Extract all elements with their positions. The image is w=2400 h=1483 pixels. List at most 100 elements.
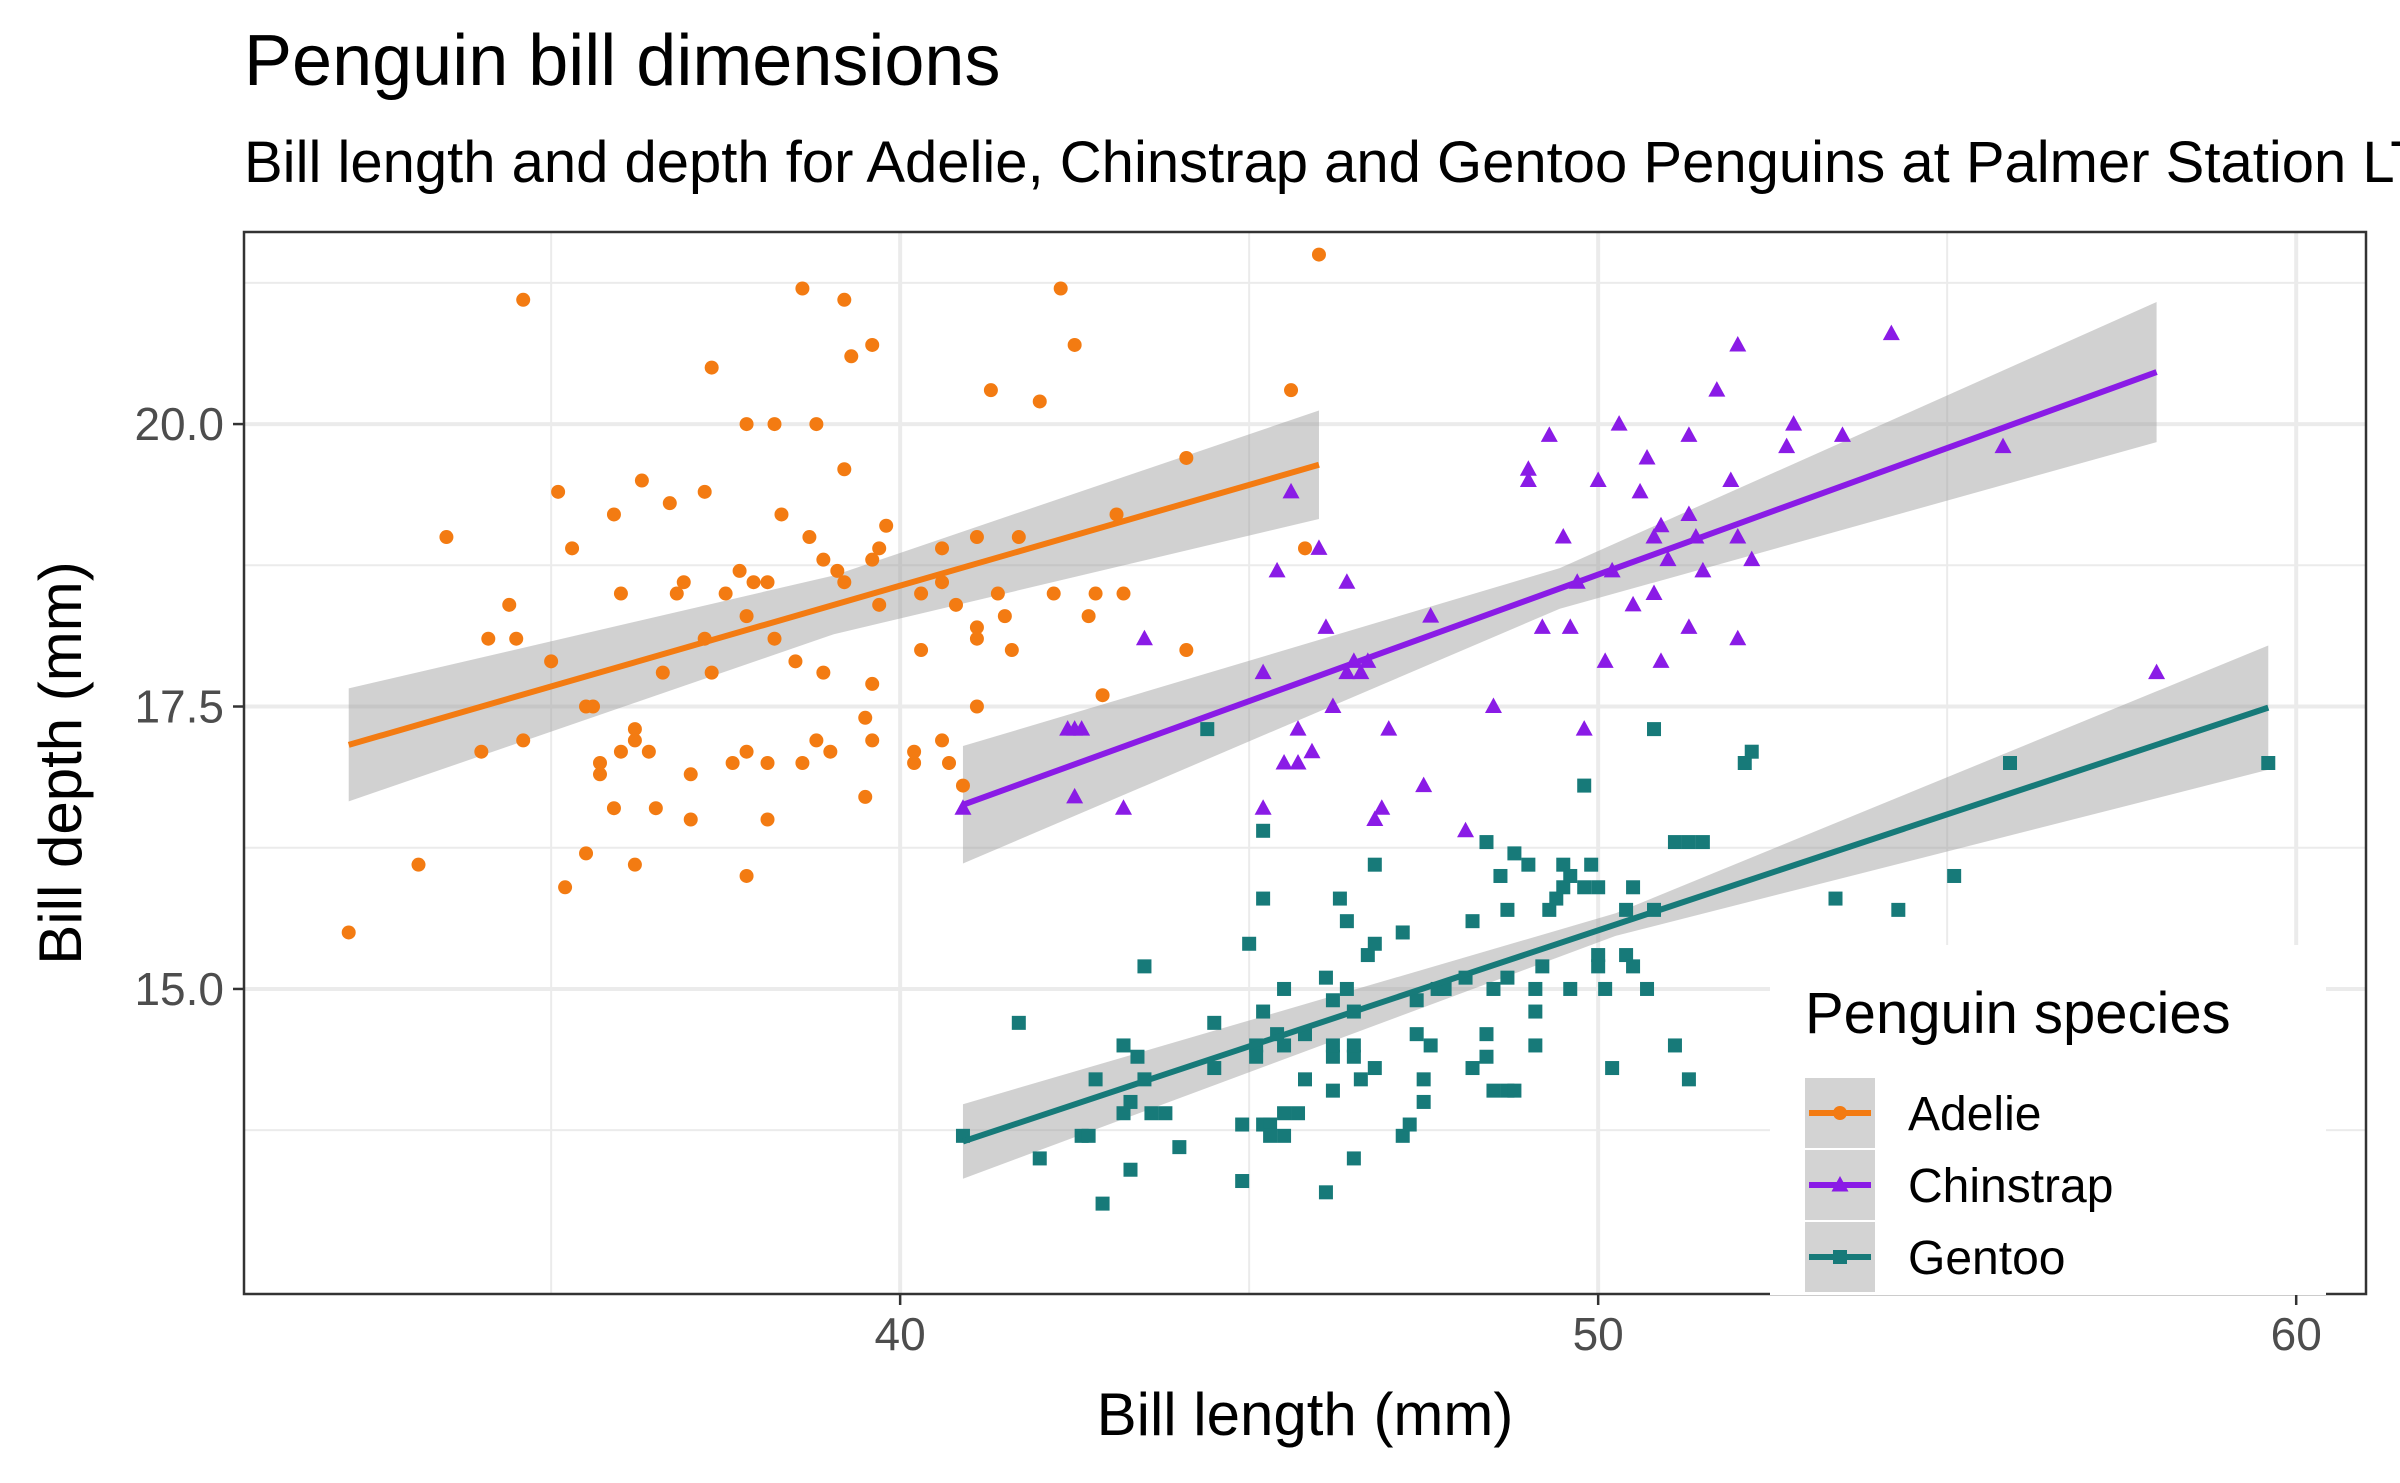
gentoo-point <box>1695 835 1710 850</box>
legend-title: Penguin species <box>1805 981 2231 1046</box>
gentoo-point <box>1235 1174 1250 1189</box>
gentoo-point <box>1486 1083 1501 1098</box>
gentoo-point <box>1667 835 1682 850</box>
adelie-point <box>907 756 922 770</box>
legend-label: Gentoo <box>1908 1232 2065 1285</box>
gentoo-point <box>1277 1106 1292 1121</box>
chinstrap-point <box>1722 471 1740 488</box>
y-tick-label: 20.0 <box>134 398 224 450</box>
adelie-point <box>1284 383 1299 398</box>
adelie-point <box>739 609 754 624</box>
chinstrap-point <box>1533 618 1551 634</box>
gentoo-point <box>1507 846 1522 861</box>
gentoo-point <box>1325 1049 1340 1064</box>
chinstrap-point <box>1778 437 1796 454</box>
adelie-point <box>844 349 859 364</box>
adelie-point <box>1032 394 1047 409</box>
y-axis: 15.0 17.5 20.0 <box>134 398 244 1015</box>
chinstrap-point <box>954 799 972 815</box>
gentoo-point <box>1891 902 1906 917</box>
chinstrap-point <box>1540 426 1558 442</box>
gentoo-point <box>1465 1061 1480 1076</box>
chinstrap-point <box>1575 720 1593 736</box>
gentoo-point <box>1591 880 1606 895</box>
series-adelie <box>341 247 1326 940</box>
chinstrap-point <box>1352 663 1370 680</box>
gentoo-point <box>1032 1151 1047 1166</box>
gentoo-point <box>1535 959 1550 974</box>
adelie-point <box>627 722 642 737</box>
gentoo-point <box>1605 1061 1620 1076</box>
chinstrap-point <box>1484 697 1502 714</box>
chinstrap-point <box>1073 720 1091 736</box>
legend: Penguin species Adelie Chinstrap Gentoo <box>1770 945 2326 1295</box>
gentoo-point <box>1549 891 1564 906</box>
chinstrap-point <box>1596 652 1614 668</box>
adelie-point <box>823 744 838 759</box>
gentoo-point <box>1367 1061 1382 1076</box>
adelie-point <box>739 417 754 432</box>
gentoo-point <box>1200 722 1215 737</box>
gentoo-point <box>1528 1004 1543 1019</box>
chinstrap-point <box>1624 595 1642 612</box>
adelie-point <box>627 857 642 872</box>
chinstrap-point <box>1652 516 1670 533</box>
gentoo-point <box>1081 1128 1096 1143</box>
legend-key-marker <box>1833 1250 1847 1264</box>
adelie-point <box>969 631 984 646</box>
gentoo-point <box>1207 1015 1222 1030</box>
adelie-point <box>1053 281 1068 296</box>
adelie-point <box>606 507 621 522</box>
gentoo-point <box>1493 868 1508 883</box>
gentoo-point <box>1346 1038 1361 1053</box>
chinstrap-point <box>1338 573 1356 589</box>
chinstrap-point <box>1115 799 1133 815</box>
adelie-point <box>969 699 984 714</box>
gentoo-point <box>1619 902 1634 917</box>
adelie-point <box>760 812 775 827</box>
adelie-point <box>1081 609 1096 624</box>
gentoo-point <box>1367 857 1382 872</box>
gentoo-point <box>1249 1049 1264 1064</box>
chinstrap-point <box>1338 663 1356 680</box>
y-tick-label: 17.5 <box>134 681 224 733</box>
adelie-point <box>704 360 719 375</box>
chinstrap-point <box>1561 618 1579 634</box>
adelie-point <box>592 767 607 782</box>
gentoo-point <box>1402 1117 1417 1132</box>
adelie-point <box>858 710 873 725</box>
adelie-point <box>481 631 496 646</box>
adelie-point <box>558 880 573 895</box>
legend-item-chinstrap: Chinstrap <box>1805 1150 2113 1220</box>
gentoo-point <box>1416 1094 1431 1109</box>
gentoo-point <box>1409 1027 1424 1042</box>
adelie-point <box>935 733 950 748</box>
gentoo-point <box>1367 936 1382 951</box>
adelie-point <box>1046 586 1061 601</box>
gentoo-point <box>1947 868 1962 883</box>
gentoo-point <box>1116 1038 1131 1053</box>
adelie-point <box>1004 643 1019 658</box>
chinstrap-point <box>1694 561 1712 578</box>
adelie-point <box>837 575 852 590</box>
adelie-point <box>837 462 852 477</box>
chinstrap-point <box>1275 754 1293 770</box>
adelie-point <box>662 496 677 511</box>
gentoo-point <box>1486 981 1501 996</box>
adelie-point <box>872 597 887 612</box>
adelie-point <box>411 857 426 872</box>
gentoo-point <box>1360 948 1375 963</box>
adelie-point <box>732 563 747 578</box>
chinstrap-point <box>1680 618 1698 634</box>
chinstrap-point <box>1589 471 1607 488</box>
gentoo-point <box>1409 993 1424 1008</box>
adelie-point <box>439 530 454 545</box>
chinstrap-point <box>1380 720 1398 736</box>
adelie-point <box>725 756 740 770</box>
gentoo-point <box>1339 914 1354 929</box>
adelie-point <box>760 756 775 770</box>
adelie-point <box>544 654 559 669</box>
adelie-point <box>914 586 929 601</box>
chinstrap-point <box>1729 629 1747 646</box>
